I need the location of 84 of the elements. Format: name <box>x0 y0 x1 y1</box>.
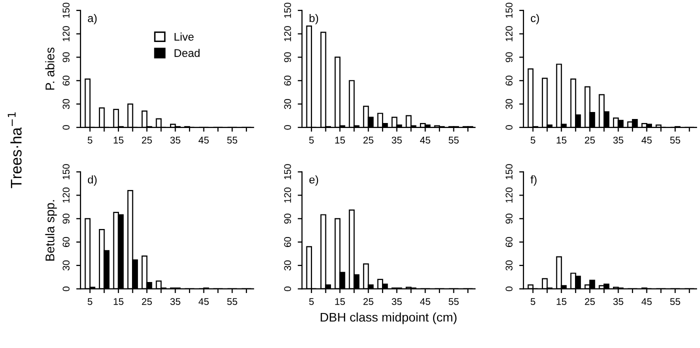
x-tick-label: 35 <box>392 136 402 144</box>
x-tick-label: 55 <box>227 298 238 306</box>
y-tick-label: 60 <box>62 237 70 247</box>
y-tick-label: 30 <box>62 260 70 270</box>
y-tick-label: 0 <box>506 286 513 292</box>
x-tick-label: 5 <box>88 136 92 144</box>
y-tick-label: 0 <box>506 125 513 130</box>
annotation: c) <box>530 14 539 24</box>
y-tick-label: 90 <box>506 214 513 224</box>
y-tick-label: 90 <box>62 214 70 224</box>
y-tick-label: 90 <box>284 214 292 224</box>
x-tick-label: 25 <box>363 298 374 306</box>
y-tick-label: 0 <box>62 125 70 130</box>
y-tick-label: 150 <box>506 2 513 18</box>
legend-label: Dead <box>174 48 200 57</box>
y-tick-label: 0 <box>284 125 292 130</box>
x-tick-label: 45 <box>420 136 430 144</box>
x-tick-label: 5 <box>88 298 92 306</box>
y-tick-label: 0 <box>284 286 292 292</box>
x-tick-label: 5 <box>309 298 314 306</box>
x-tick-label: 5 <box>530 136 536 144</box>
x-tick-label: 35 <box>613 298 624 306</box>
x-tick-label: 35 <box>613 136 624 144</box>
annotation: b) <box>310 14 318 24</box>
y-axis-title: P. abies <box>45 48 54 90</box>
annotation: f) <box>530 175 536 186</box>
y-tick-label: 90 <box>506 52 513 62</box>
y-tick-label: 120 <box>62 188 70 203</box>
x-tick-label: 15 <box>556 136 566 144</box>
y-tick-label: 30 <box>284 98 292 110</box>
x-tick-label: 5 <box>530 298 536 306</box>
y-tick-label: 150 <box>62 2 70 18</box>
legend-label: Live <box>174 32 194 41</box>
y-tick-label: 60 <box>62 76 70 86</box>
y-tick-label: 120 <box>506 26 513 42</box>
x-tick-label: 15 <box>556 298 566 306</box>
x-tick-label: 35 <box>392 298 402 306</box>
y-tick-label: 60 <box>506 76 513 86</box>
y-tick-label: 60 <box>506 237 513 247</box>
x-tick-label: 45 <box>642 298 652 306</box>
y-tick-label: 150 <box>284 164 292 180</box>
x-tick-label: 25 <box>142 298 152 306</box>
y-tick-label: 120 <box>506 188 513 203</box>
x-tick-label: 15 <box>335 298 345 306</box>
y-tick-label: 150 <box>506 164 513 180</box>
y-tick-label: 30 <box>62 98 70 110</box>
annotation: e) <box>309 175 318 186</box>
x-tick-label: 55 <box>227 136 238 144</box>
y-tick-label: 150 <box>62 164 70 180</box>
y-tick-label: 120 <box>284 26 292 42</box>
x-tick-label: 55 <box>448 298 459 306</box>
x-tick-label: 25 <box>584 298 595 306</box>
x-tick-label: 55 <box>670 298 680 306</box>
x-tick-label: 25 <box>363 136 374 144</box>
x-tick-label: 55 <box>670 136 680 144</box>
y-tick-label: 120 <box>62 26 70 42</box>
x-tick-label: 45 <box>198 136 209 144</box>
y-tick-label: 0 <box>62 286 70 292</box>
y-tick-label: 120 <box>284 188 292 203</box>
y-tick-label: 60 <box>284 237 292 247</box>
x-tick-label: 25 <box>584 136 595 144</box>
x-tick-label: 55 <box>448 136 459 144</box>
y-tick-label: 60 <box>284 76 292 86</box>
x-tick-label: 25 <box>142 136 152 144</box>
x-tick-label: 35 <box>170 136 180 144</box>
y-tick-label: 90 <box>284 52 292 62</box>
x-tick-label: 15 <box>114 136 124 144</box>
x-axis-title: DBH class midpoint (cm) <box>320 312 456 324</box>
text: Trees·ha$^{−1}$ <box>8 112 22 188</box>
y-tick-label: 150 <box>284 2 292 18</box>
x-tick-label: 15 <box>114 298 124 306</box>
annotation: d) <box>88 175 97 186</box>
x-tick-label: 45 <box>642 136 652 144</box>
annotation: a) <box>88 14 97 24</box>
x-tick-label: 5 <box>309 136 314 144</box>
x-tick-label: 45 <box>420 298 430 306</box>
y-tick-label: 30 <box>284 260 292 270</box>
y-tick-label: 30 <box>506 98 513 110</box>
y-tick-label: 30 <box>506 260 513 270</box>
x-tick-label: 45 <box>198 298 209 306</box>
y-axis-title: Betula spp. <box>45 200 57 261</box>
x-tick-label: 15 <box>335 136 345 144</box>
x-tick-label: 35 <box>170 298 180 306</box>
y-tick-label: 90 <box>62 52 70 62</box>
